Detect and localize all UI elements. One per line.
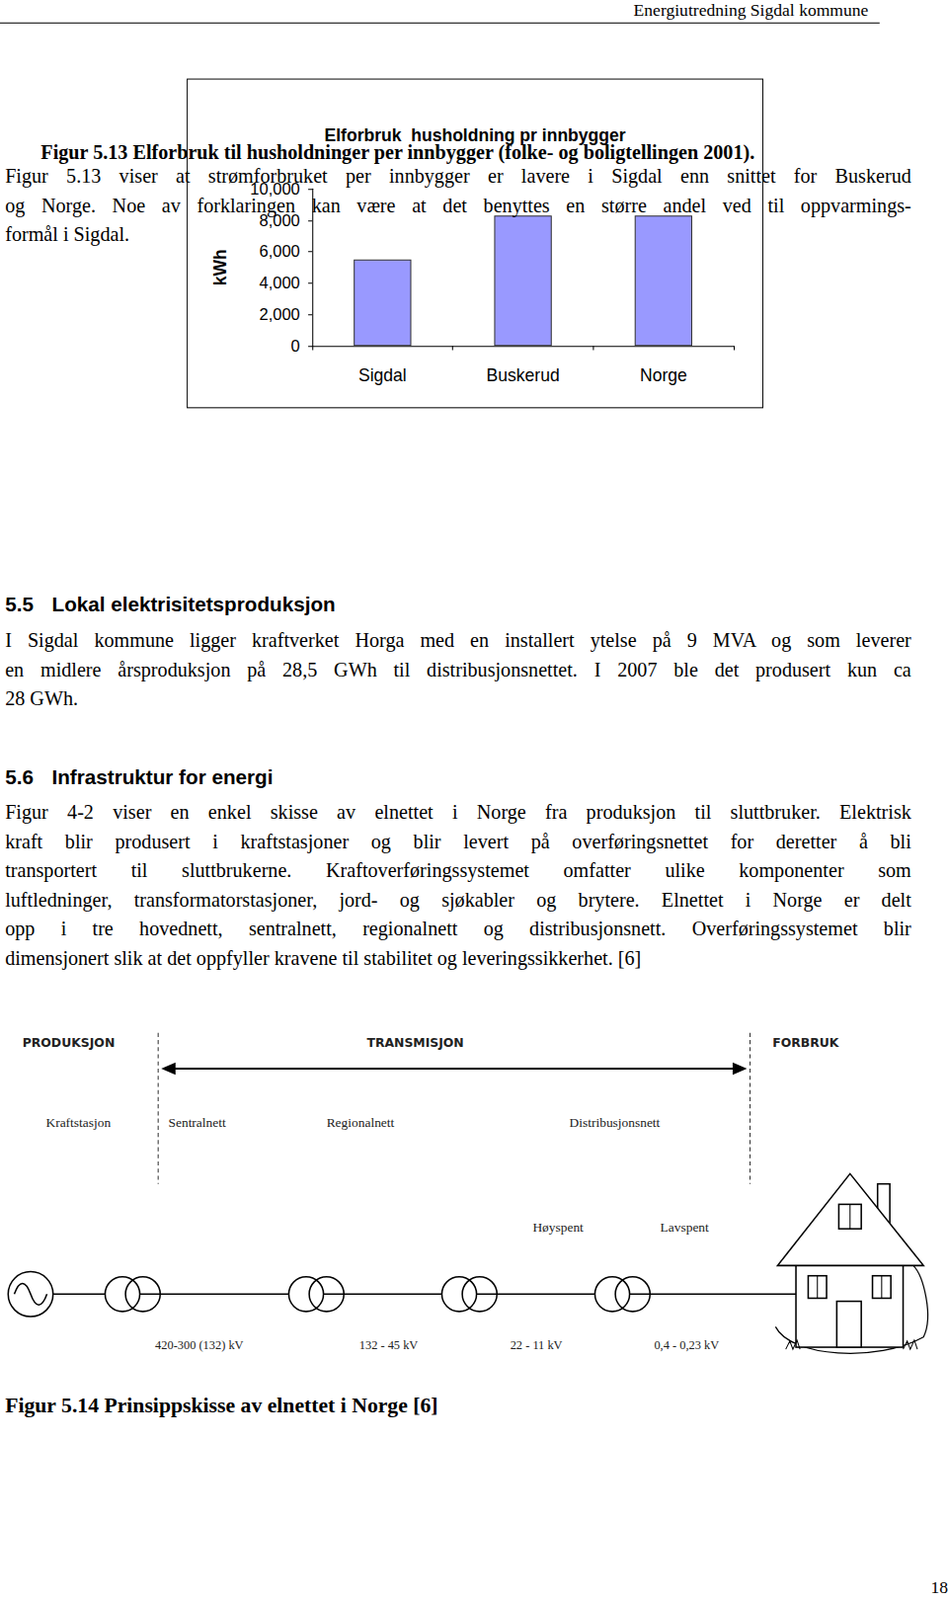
- html-text:en midlere årsproduksjon på 28: en midlere årsproduksjon på 28,5 GWh til…: [5, 658, 912, 681]
- html-text:dimensjonert slik at det oppfy: dimensjonert slik at det oppfyller krave…: [5, 946, 642, 969]
- svg-text:PRODUKSJON: PRODUKSJON: [22, 1034, 116, 1050]
- html-text:5.5: 5.5: [5, 592, 34, 616]
- svg-text:0,4 - 0,23 kV: 0,4 - 0,23 kV: [653, 1338, 719, 1352]
- html-text:I Sigdal kommune ligger kraftv: I Sigdal kommune ligger kraftverket Horg…: [5, 629, 912, 652]
- svg-text:FORBRUK: FORBRUK: [772, 1034, 840, 1050]
- html-text:28 GWh.: 28 GWh.: [5, 687, 79, 710]
- html-text:formål i Sigdal.: formål i Sigdal.: [5, 223, 130, 246]
- svg-text:Sigdal: Sigdal: [358, 365, 407, 386]
- html-text:Figur 5.13 Elforbruk til husho: Figur 5.13 Elforbruk til husholdninger p…: [40, 141, 755, 164]
- svg-text:4,000: 4,000: [258, 273, 300, 293]
- html-text:kraft blir produsert i kraftst: kraft blir produsert i kraftstasjoner og…: [5, 830, 912, 852]
- svg-text:Høyspent: Høyspent: [532, 1219, 584, 1235]
- svg-text:Lavspent: Lavspent: [660, 1219, 710, 1235]
- svg-text:TRANSMISJON: TRANSMISJON: [366, 1034, 464, 1050]
- html-text:Figur 5.14 Prinsippskisse av e: Figur 5.14 Prinsippskisse av elnettet i …: [5, 1392, 439, 1418]
- svg-text:Sentralnett: Sentralnett: [168, 1114, 227, 1130]
- html-text:18: 18: [930, 1577, 948, 1597]
- html-text:Energiutredning Sigdal kommune: Energiutredning Sigdal kommune: [633, 0, 869, 20]
- svg-text:Kraftstasjon: Kraftstasjon: [46, 1114, 112, 1130]
- svg-text:Distribusjonsnett: Distribusjonsnett: [569, 1114, 661, 1130]
- svg-text:kWh: kWh: [210, 248, 231, 286]
- svg-text:Buskerud: Buskerud: [486, 365, 560, 386]
- svg-text:Elforbruk husholdning pr innby: Elforbruk husholdning pr innbygger: [324, 125, 626, 146]
- svg-text:Regionalnett: Regionalnett: [326, 1114, 395, 1130]
- svg-text:2,000: 2,000: [258, 305, 300, 324]
- html-text:Lokal elektrisitetsproduksjon: Lokal elektrisitetsproduksjon: [51, 592, 336, 616]
- svg-text:420-300 (132) kV: 420-300 (132) kV: [155, 1338, 244, 1352]
- svg-text:22 - 11 kV: 22 - 11 kV: [510, 1338, 563, 1352]
- html-text:Figur 5.13 viser at strømforbr: Figur 5.13 viser at strømforbruket per i…: [5, 165, 912, 187]
- html-text:5.6: 5.6: [5, 765, 34, 788]
- html-text:Infrastruktur for energi: Infrastruktur for energi: [51, 765, 273, 788]
- svg-text:8,000: 8,000: [259, 210, 301, 230]
- html-text:transportert til sluttbrukerne: transportert til sluttbrukerne. Kraftove…: [5, 859, 912, 881]
- svg-text:Norge: Norge: [639, 365, 688, 386]
- html-text:og Norge. Noe av forklaringen: og Norge. Noe av forklaringen kan være a…: [5, 194, 912, 216]
- svg-text:6,000: 6,000: [258, 241, 300, 261]
- html-text:opp i tre hovednett, sentralne: opp i tre hovednett, sentralnett, region…: [5, 917, 912, 940]
- html-text:Figur 4-2 viser en enkel skiss: Figur 4-2 viser en enkel skisse av elnet…: [5, 801, 912, 823]
- svg-text:0: 0: [291, 336, 301, 356]
- html-text:luftledninger, transformatorst: luftledninger, transformatorstasjoner, j…: [5, 888, 912, 910]
- svg-text:132 - 45 kV: 132 - 45 kV: [359, 1338, 419, 1352]
